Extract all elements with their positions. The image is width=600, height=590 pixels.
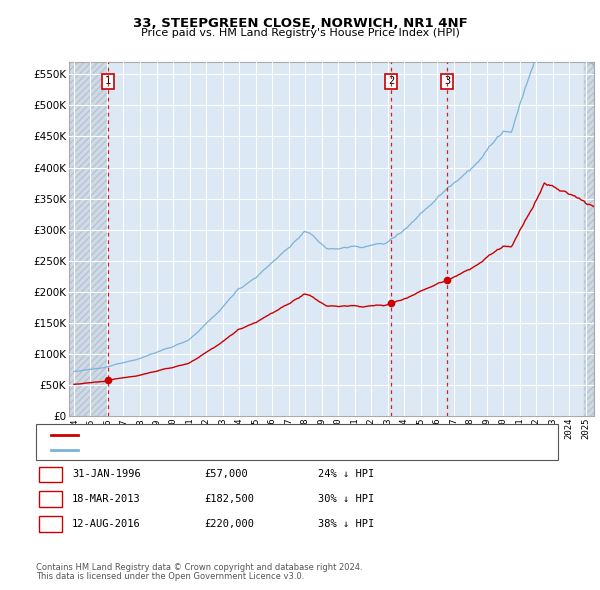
Text: 18-MAR-2013: 18-MAR-2013 (72, 494, 141, 504)
Text: 31-JAN-1996: 31-JAN-1996 (72, 470, 141, 479)
Text: 1: 1 (47, 470, 53, 479)
Text: Price paid vs. HM Land Registry's House Price Index (HPI): Price paid vs. HM Land Registry's House … (140, 28, 460, 38)
Text: 12-AUG-2016: 12-AUG-2016 (72, 519, 141, 529)
Text: HPI: Average price, detached house, Norwich: HPI: Average price, detached house, Norw… (83, 445, 341, 455)
Text: 2: 2 (47, 494, 53, 504)
Text: 1: 1 (105, 77, 112, 86)
Text: 33, STEEPGREEN CLOSE, NORWICH, NR1 4NF: 33, STEEPGREEN CLOSE, NORWICH, NR1 4NF (133, 17, 467, 30)
Text: £220,000: £220,000 (204, 519, 254, 529)
Text: 38% ↓ HPI: 38% ↓ HPI (318, 519, 374, 529)
Text: 3: 3 (444, 77, 451, 86)
Text: 3: 3 (47, 519, 53, 529)
Text: 2: 2 (388, 77, 394, 86)
Text: Contains HM Land Registry data © Crown copyright and database right 2024.: Contains HM Land Registry data © Crown c… (36, 563, 362, 572)
Text: £182,500: £182,500 (204, 494, 254, 504)
Text: £57,000: £57,000 (204, 470, 248, 479)
Text: 24% ↓ HPI: 24% ↓ HPI (318, 470, 374, 479)
Bar (584, 62, 594, 416)
Text: This data is licensed under the Open Government Licence v3.0.: This data is licensed under the Open Gov… (36, 572, 304, 581)
Text: 30% ↓ HPI: 30% ↓ HPI (318, 494, 374, 504)
Text: 33, STEEPGREEN CLOSE, NORWICH, NR1 4NF (detached house): 33, STEEPGREEN CLOSE, NORWICH, NR1 4NF (… (83, 430, 413, 440)
Bar (69, 62, 108, 416)
